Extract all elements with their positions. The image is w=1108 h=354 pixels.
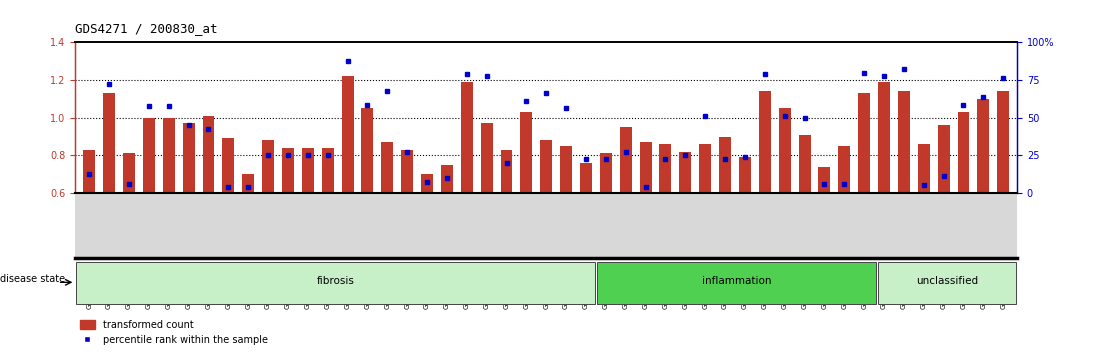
Bar (521, 112, 532, 193)
Bar (639, 142, 652, 193)
Bar (719, 137, 731, 193)
Bar (263, 140, 274, 193)
Bar (599, 153, 612, 193)
Bar (223, 138, 234, 193)
Bar (421, 174, 433, 193)
Bar (859, 93, 870, 193)
Bar (341, 76, 353, 193)
Bar (103, 93, 115, 193)
Bar (619, 127, 632, 193)
Bar (361, 108, 373, 193)
Text: GDS4271 / 200830_at: GDS4271 / 200830_at (75, 22, 218, 35)
FancyBboxPatch shape (597, 262, 876, 304)
Bar (83, 150, 95, 193)
Bar (759, 91, 771, 193)
Bar (659, 144, 671, 193)
Bar (739, 157, 751, 193)
Bar (937, 125, 950, 193)
Bar (917, 144, 930, 193)
Bar (381, 142, 393, 193)
Bar (401, 150, 413, 193)
Bar (679, 152, 691, 193)
Bar (878, 82, 890, 193)
Bar (481, 123, 493, 193)
Bar (501, 150, 513, 193)
Bar (799, 135, 811, 193)
Bar (819, 167, 830, 193)
Bar (977, 99, 989, 193)
Bar (281, 148, 294, 193)
Bar (541, 140, 552, 193)
FancyBboxPatch shape (878, 262, 1016, 304)
Bar (561, 146, 572, 193)
Bar (183, 123, 195, 193)
Bar (243, 174, 254, 193)
Text: inflammation: inflammation (701, 276, 771, 286)
Text: fibrosis: fibrosis (317, 276, 355, 286)
Bar (579, 163, 592, 193)
Bar (699, 144, 711, 193)
Text: disease state: disease state (0, 274, 65, 284)
Text: unclassified: unclassified (916, 276, 978, 286)
Bar (897, 91, 910, 193)
Bar (163, 118, 175, 193)
Bar (957, 112, 970, 193)
Bar (321, 148, 334, 193)
Bar (997, 91, 1009, 193)
Legend: transformed count, percentile rank within the sample: transformed count, percentile rank withi… (80, 320, 267, 345)
Bar (203, 116, 215, 193)
FancyBboxPatch shape (76, 262, 595, 304)
Bar (461, 82, 473, 193)
Bar (779, 108, 791, 193)
Bar (123, 153, 135, 193)
Bar (143, 118, 155, 193)
Bar (441, 165, 453, 193)
Bar (301, 148, 314, 193)
Bar (839, 146, 850, 193)
